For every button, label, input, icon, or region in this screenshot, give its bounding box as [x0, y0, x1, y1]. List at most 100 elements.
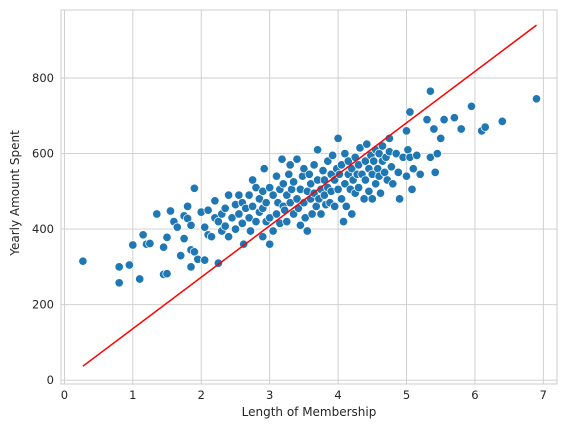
- scatter-point: [258, 186, 268, 196]
- scatter-point: [114, 278, 124, 288]
- scatter-point: [354, 160, 364, 170]
- scatter-point: [220, 203, 230, 213]
- regression-line: [82, 24, 537, 367]
- scatter-point: [336, 160, 347, 170]
- scatter-point: [189, 183, 199, 193]
- scatter-point: [318, 166, 328, 176]
- scatter-point: [343, 156, 353, 166]
- scatter-point: [307, 209, 317, 219]
- scatter-point: [206, 232, 217, 242]
- scatter-point: [388, 179, 398, 189]
- scatter-points: [78, 86, 542, 288]
- scatter-point: [220, 221, 230, 231]
- x-tick-label: 0: [61, 388, 68, 402]
- scatter-point: [313, 145, 323, 155]
- scatter-point: [359, 194, 369, 204]
- scatter-point: [405, 107, 415, 117]
- scatter-point: [439, 115, 449, 125]
- scatter-point: [200, 222, 210, 232]
- scatter-point: [210, 196, 220, 206]
- y-tick-label: 600: [32, 147, 54, 161]
- x-tick-label: 3: [266, 388, 273, 402]
- scatter-point: [230, 224, 241, 234]
- scatter-point: [248, 201, 258, 211]
- scatter-point: [234, 209, 244, 219]
- y-tick-label: 400: [32, 222, 54, 236]
- scatter-point: [268, 190, 278, 200]
- scatter-point: [254, 194, 264, 204]
- scatter-point: [386, 162, 396, 172]
- scatter-point: [282, 217, 292, 227]
- x-axis-label: Length of Membership: [242, 405, 377, 419]
- scatter-point: [355, 143, 365, 153]
- scatter-point: [159, 242, 169, 252]
- scatter-point: [268, 226, 278, 236]
- scatter-point: [295, 220, 305, 230]
- scatter-point: [391, 149, 401, 159]
- scatter-point: [407, 184, 417, 194]
- scatter-point: [436, 133, 446, 143]
- scatter-point: [340, 149, 350, 159]
- scatter-point: [395, 194, 405, 204]
- scatter-point: [350, 152, 360, 162]
- scatter-point: [408, 164, 418, 174]
- scatter-point: [362, 139, 372, 149]
- scatter-point: [371, 179, 381, 189]
- regression-line-path: [82, 24, 537, 367]
- scatter-point: [306, 179, 316, 189]
- plot-frame: [60, 9, 558, 385]
- scatter-point: [412, 150, 422, 160]
- x-tick-label: 2: [198, 388, 205, 402]
- scatter-point: [375, 188, 386, 198]
- scatter-point: [200, 255, 210, 265]
- scatter-point: [338, 217, 349, 227]
- scatter-point: [333, 133, 343, 143]
- y-axis-label: Yearly Amount Spent: [8, 130, 22, 257]
- scatter-point: [213, 217, 223, 227]
- scatter-point: [340, 179, 350, 189]
- scatter-point: [248, 175, 258, 185]
- scatter-point: [401, 126, 412, 136]
- x-tick-label: 1: [129, 388, 136, 402]
- scatter-point: [466, 101, 477, 111]
- scatter-point: [124, 260, 134, 270]
- scatter-point: [531, 94, 542, 104]
- scatter-point: [336, 194, 347, 204]
- scatter-point: [186, 262, 196, 272]
- scatter-point: [271, 171, 282, 181]
- scatter-point: [425, 86, 435, 96]
- scatter-point: [162, 232, 172, 242]
- scatter-point: [203, 205, 213, 215]
- scatter-point: [354, 183, 364, 193]
- scatter-point: [152, 209, 162, 219]
- scatter-point: [285, 198, 295, 208]
- x-tick-label: 7: [540, 388, 547, 402]
- scatter-point: [302, 226, 312, 236]
- scatter-point: [374, 149, 384, 159]
- scatter-point: [265, 183, 275, 193]
- y-tick-labels: 0 200 400 600 800: [32, 71, 54, 387]
- scatter-point: [432, 149, 442, 159]
- scatter-point: [456, 124, 466, 134]
- scatter-point: [415, 169, 425, 179]
- scatter-point: [138, 230, 148, 240]
- scatter-point: [179, 234, 189, 244]
- scatter-point: [265, 239, 275, 249]
- scatter-point: [165, 206, 176, 216]
- scatter-point: [316, 209, 326, 219]
- scatter-point: [341, 201, 351, 211]
- scatter-point: [449, 113, 459, 123]
- scatter-point: [186, 220, 196, 230]
- scatter-point: [292, 194, 302, 204]
- scatter-point: [251, 217, 261, 227]
- scatter-point: [237, 218, 247, 228]
- scatter-point: [422, 115, 432, 125]
- scatter-point: [277, 154, 287, 164]
- scatter-point: [367, 194, 377, 204]
- scatter-point: [304, 169, 314, 179]
- scatter-point: [224, 232, 234, 242]
- scatter-point: [227, 213, 237, 223]
- x-tick-labels: 0 1 2 3 4 5 6 7: [61, 388, 547, 402]
- scatter-point: [319, 190, 329, 200]
- scatter-point: [401, 171, 412, 181]
